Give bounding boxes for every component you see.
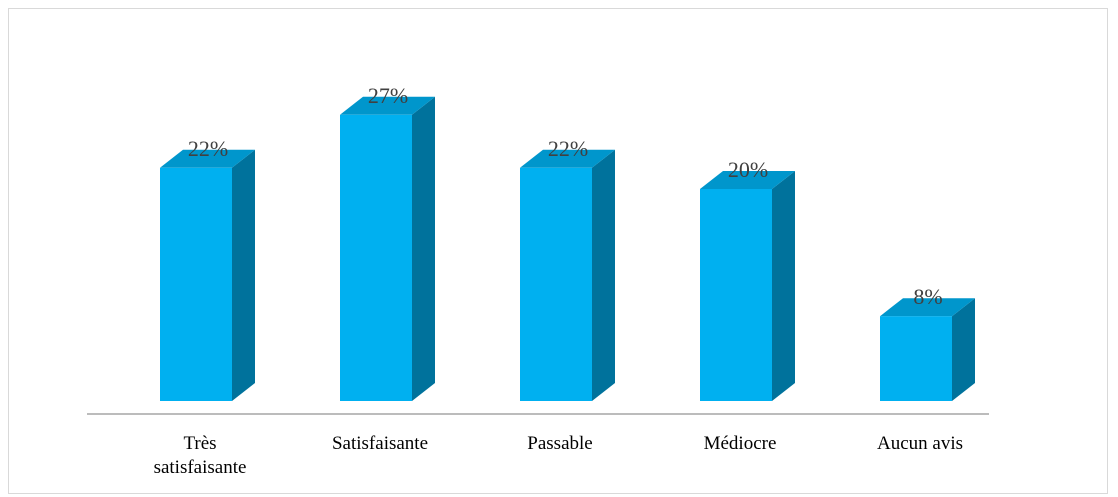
bar bbox=[340, 114, 412, 402]
category-label: Médiocre bbox=[704, 433, 777, 454]
bar-chart: 22% 27% 22% 20% 8% Très satisfaisante Satisfai… bbox=[87, 83, 989, 478]
category-label-line: Médiocre bbox=[704, 433, 777, 454]
category-label-line: satisfaisante bbox=[154, 457, 247, 478]
category-label-line: Satisfaisante bbox=[332, 433, 428, 454]
bar-side-face bbox=[772, 171, 795, 401]
data-label: 22% bbox=[548, 136, 588, 161]
bar bbox=[700, 189, 772, 401]
bar-top-face bbox=[160, 149, 255, 168]
bar-top-face bbox=[520, 149, 615, 168]
bar bbox=[880, 316, 952, 401]
data-label: 8% bbox=[913, 284, 942, 309]
data-label: 27% bbox=[368, 83, 408, 108]
bar bbox=[160, 167, 232, 401]
category-label-line: Aucun avis bbox=[877, 433, 963, 454]
bar-top-face bbox=[340, 96, 435, 115]
category-label: Passable bbox=[527, 433, 592, 454]
category-label: Satisfaisante bbox=[332, 433, 428, 454]
data-label: 22% bbox=[188, 136, 228, 161]
bar-side-face bbox=[232, 149, 255, 401]
bar-side-face bbox=[592, 149, 615, 401]
category-labels-group: Très satisfaisante Satisfaisante Passable Mé… bbox=[154, 433, 963, 478]
category-label-line: Passable bbox=[527, 433, 592, 454]
chart-frame: 22% 27% 22% 20% 8% Très satisfaisante Satisfai… bbox=[8, 8, 1108, 494]
category-label-line: Très bbox=[183, 433, 216, 454]
bar-top-face bbox=[880, 298, 975, 317]
bar bbox=[520, 167, 592, 401]
category-label: Très satisfaisante bbox=[154, 433, 247, 478]
bars-group bbox=[160, 96, 975, 402]
bar-side-face bbox=[952, 298, 975, 401]
category-label: Aucun avis bbox=[877, 433, 963, 454]
bar-top-face bbox=[700, 171, 795, 189]
data-labels-group: 22% 27% 22% 20% 8% bbox=[188, 83, 943, 309]
bar-side-face bbox=[412, 96, 435, 402]
data-label: 20% bbox=[728, 157, 768, 182]
